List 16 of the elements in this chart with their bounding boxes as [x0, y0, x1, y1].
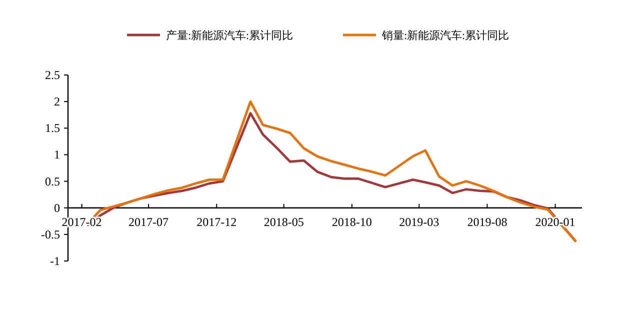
- x-tick-label: 2019-03: [399, 214, 440, 229]
- x-tick-label: 2019-08: [467, 214, 508, 229]
- y-tick-label: 1.5: [45, 121, 60, 136]
- y-tick-label: 0.5: [45, 174, 60, 188]
- y-tick-label: -1: [50, 254, 60, 268]
- x-tick-label: 2017-07: [128, 214, 169, 229]
- legend-label: 产量:新能源汽车:累计同比: [166, 29, 294, 42]
- y-tick-label: -0.5: [41, 227, 60, 242]
- x-tick-label: 2018-10: [332, 214, 372, 229]
- x-tick-label: 2018-05: [264, 214, 304, 229]
- y-tick-label: 2: [54, 94, 60, 109]
- y-tick-label: 1: [54, 148, 60, 162]
- y-tick-label: 0: [54, 200, 60, 215]
- legend-label: 销量:新能源汽车:累计同比: [381, 29, 510, 42]
- x-tick-label: 2017-12: [196, 214, 237, 229]
- y-tick-label: 2.5: [45, 68, 60, 82]
